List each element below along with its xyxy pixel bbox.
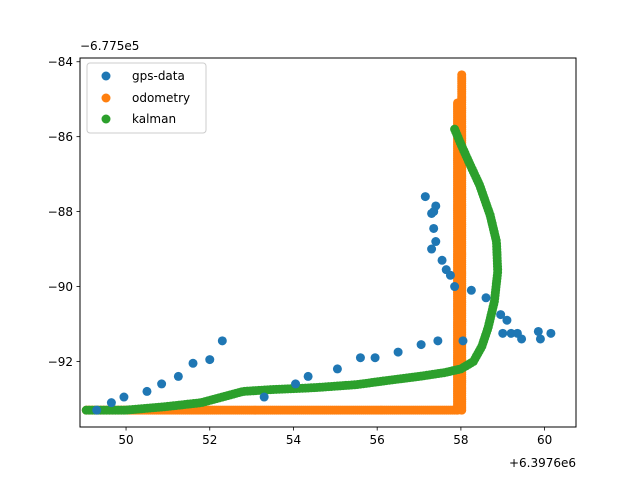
gps-data-point	[119, 392, 129, 402]
gps-data-point	[420, 192, 430, 202]
gps-data-point	[437, 255, 447, 265]
x-tick-label: 58	[453, 433, 468, 447]
gps-data-point	[332, 364, 342, 374]
gps-data-point	[416, 340, 426, 350]
legend-label-odometry: odometry	[132, 91, 190, 105]
odometry-point	[457, 70, 467, 80]
x-tick-label: 60	[537, 433, 552, 447]
gps-data-point	[450, 282, 460, 292]
gps-data-point	[355, 353, 365, 363]
gps-data-point	[458, 336, 468, 346]
gps-data-point	[431, 201, 441, 211]
y-tick-label: −86	[48, 130, 73, 144]
gps-data-point	[393, 347, 403, 357]
y-tick-label: −90	[48, 280, 73, 294]
legend-label-kalman: kalman	[132, 112, 176, 126]
legend-marker-kalman	[101, 114, 111, 124]
axes-layer: 50 52 54 56 58 60 −84 −86 −88 −90 −92	[48, 55, 553, 447]
gps-data-point	[481, 293, 491, 303]
x-tick-label: 54	[286, 433, 301, 447]
gps-data-point	[431, 237, 441, 247]
gps-data-point	[517, 334, 527, 344]
gps-data-point	[259, 392, 269, 402]
y-tick-label: −88	[48, 205, 73, 219]
y-tick-label: −84	[48, 55, 73, 69]
gps-data-point	[205, 355, 215, 365]
y-tick-label: −92	[48, 355, 73, 369]
gps-data-point	[291, 379, 301, 389]
gps-data-point	[466, 285, 476, 295]
gps-data-point	[533, 326, 543, 336]
gps-data-point	[217, 336, 227, 346]
gps-data-point	[546, 328, 556, 338]
gps-data-point	[502, 315, 512, 325]
gps-data-point	[188, 358, 198, 368]
gps-data-point	[496, 310, 506, 320]
gps-data-point	[433, 336, 443, 346]
x-tick-label: 56	[370, 433, 385, 447]
legend-marker-gps-data	[101, 71, 111, 81]
gps-data-point	[106, 398, 116, 408]
gps-data-point	[157, 379, 167, 389]
x-tick-label: 52	[202, 433, 217, 447]
kalman-point	[450, 124, 460, 134]
gps-data-point	[370, 353, 380, 363]
gps-data-point	[92, 405, 102, 415]
x-tick-label: 50	[118, 433, 133, 447]
legend-label-gps-data: gps-data	[132, 69, 185, 83]
legend: gps-data odometry kalman	[86, 62, 207, 134]
gps-data-point	[427, 244, 437, 254]
gps-data-point	[429, 223, 439, 233]
y-offset-label: −6.775e5	[80, 39, 139, 53]
gps-data-point	[303, 371, 313, 381]
x-offset-label: +6.3976e6	[509, 456, 576, 470]
legend-box	[86, 62, 207, 134]
gps-data-point	[173, 371, 183, 381]
gps-data-point	[498, 328, 508, 338]
gps-data-point	[506, 328, 516, 338]
legend-marker-odometry	[101, 93, 111, 103]
gps-data-point	[445, 270, 455, 280]
plot-frame	[79, 57, 577, 428]
gps-data-point	[142, 386, 152, 396]
gps-data-point	[535, 334, 545, 344]
points-layer	[81, 70, 556, 415]
